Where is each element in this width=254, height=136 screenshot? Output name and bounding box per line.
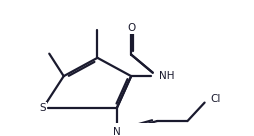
Text: O: O <box>127 23 135 33</box>
Text: N: N <box>113 127 121 136</box>
Text: S: S <box>40 103 46 113</box>
Text: NH: NH <box>159 71 175 81</box>
Text: Cl: Cl <box>210 94 220 104</box>
